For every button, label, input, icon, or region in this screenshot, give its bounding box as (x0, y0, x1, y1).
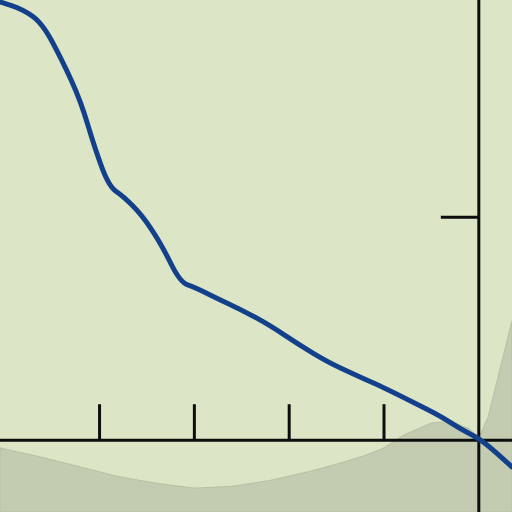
curve-layer (0, 0, 512, 470)
shaded-region (0, 320, 512, 512)
series-line (0, 0, 512, 470)
shaded-band-layer (0, 320, 512, 512)
